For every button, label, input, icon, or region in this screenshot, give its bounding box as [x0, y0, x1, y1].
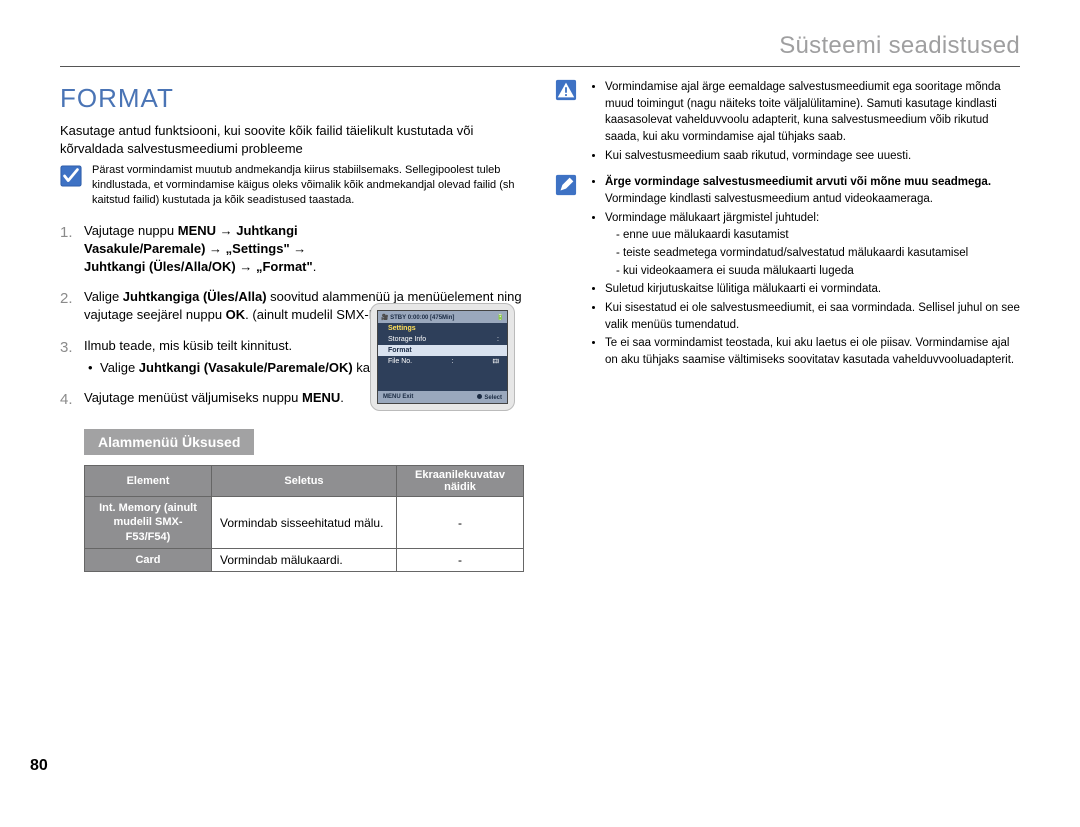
section-title: FORMAT [60, 83, 525, 114]
row2-desc: Vormindab mälukaardi. [212, 549, 397, 572]
pencil-bold-text: Ärge vormindage salvestusmeediumit arvut… [605, 176, 991, 188]
lcd-top: STBY 0:00:00 [475Min] [390, 315, 454, 321]
step1-pre: Vajutage nuppu [84, 223, 178, 238]
row2-ind: - [397, 549, 524, 572]
section-intro: Kasutage antud funktsiooni, kui soovite … [60, 122, 525, 157]
page-number: 80 [30, 757, 48, 775]
warning-icon [555, 79, 577, 101]
pencil-item2-1: Suletud kirjutuskaitse lülitiga mälukaar… [605, 281, 1020, 298]
row2-el: Card [85, 549, 212, 572]
th-element: Element [85, 466, 212, 497]
lcd-row-fileno: File No.: 🖽 [378, 356, 507, 367]
step3-a: Ilmub teade, mis küsib teilt kinnitust. [84, 338, 292, 353]
row1-desc: Vormindab sisseehitatud mälu. [212, 497, 397, 549]
check-icon [60, 165, 82, 187]
step1-format: „Format" [256, 259, 313, 274]
step4-b: MENU [302, 390, 340, 405]
lcd-bottom-left: MENU Exit [383, 394, 413, 400]
step2-a: Valige [84, 289, 123, 304]
pencil-list: Ärge vormindage salvestusmeediumit arvut… [587, 174, 1020, 368]
warn-item-1: Vormindamise ajal ärge eemaldage salvest… [605, 79, 1020, 146]
submenu-table: Element Seletus Ekraanilekuvatav näidik … [84, 465, 524, 572]
lcd-bottom-right: Select [484, 395, 502, 401]
warning-block: Vormindamise ajal ärge eemaldage salvest… [555, 77, 1020, 166]
th-seletus: Seletus [212, 466, 397, 497]
step3-sub-pre: Valige [100, 360, 139, 375]
row1-el: Int. Memory (ainult mudelil SMX-F53/F54) [85, 497, 212, 549]
step4-a: Vajutage menüüst väljumiseks nuppu [84, 390, 302, 405]
pencil-item-conditions: Vormindage mälukaart järgmistel juhtudel… [605, 210, 1020, 280]
pencil-item2-2: Kui sisestatud ei ole salvestusmeediumit… [605, 300, 1020, 333]
pencil-sublist: enne uue mälukaardi kasutamist teiste se… [605, 227, 1020, 279]
step4-c: . [340, 390, 344, 405]
pencil-cond-head: Vormindage mälukaart järgmistel juhtudel… [605, 212, 819, 224]
pencil-bold: Ärge vormindage salvestusmeediumit arvut… [605, 174, 1020, 207]
step2-d: OK [226, 307, 246, 322]
table-row: Card Vormindab mälukaardi. - [85, 549, 524, 572]
pencil-sub-3: kui videokaamera ei suuda mälukaarti lug… [623, 263, 1020, 280]
pencil-block: Ärge vormindage salvestusmeediumit arvut… [555, 172, 1020, 370]
page-category: Süsteemi seadistused [60, 32, 1020, 66]
header-rule [60, 66, 1020, 67]
right-column: Vormindamise ajal ärge eemaldage salvest… [555, 77, 1020, 572]
step-1: Vajutage nuppu MENU → Juhtkangi Vasakule… [60, 222, 525, 277]
lcd-head: Settings [378, 323, 507, 334]
row1-ind: - [397, 497, 524, 549]
warn-item-2: Kui salvestusmeedium saab rikutud, vormi… [605, 148, 1020, 165]
pencil-after: Vormindage kindlasti salvestusmeedium an… [605, 193, 933, 205]
pencil-sub-2: teiste seadmetega vormindatud/salvestatu… [623, 245, 1020, 262]
step1-joystick-udo: Juhtkangi (Üles/Alla/OK) [84, 259, 236, 274]
step1-settings: „Settings" [226, 241, 290, 256]
note-check-block: Pärast vormindamist muutub andmekandja k… [60, 163, 525, 208]
lcd-screenshot: 🎥 STBY 0:00:00 [475Min] 🔋 Settings Stora… [370, 303, 515, 411]
lcd-row-format: Format [378, 345, 507, 356]
warn-list: Vormindamise ajal ärge eemaldage salvest… [587, 79, 1020, 164]
submenu-banner: Alammenüü Üksused [84, 429, 254, 455]
lcd-row-storage: Storage Info: [378, 334, 507, 345]
table-row: Int. Memory (ainult mudelil SMX-F53/F54)… [85, 497, 524, 549]
note-check-text: Pärast vormindamist muutub andmekandja k… [92, 163, 525, 208]
pencil-sub-1: enne uue mälukaardi kasutamist [623, 227, 1020, 244]
pencil-item2-3: Te ei saa vormindamist teostada, kui aku… [605, 335, 1020, 368]
step3-sub-bold: Juhtkangi (Vasakule/Paremale/OK) [139, 360, 353, 375]
th-indicator: Ekraanilekuvatav näidik [397, 466, 524, 497]
step2-b: Juhtkangiga (Üles/Alla) [123, 289, 267, 304]
pencil-icon [555, 174, 577, 196]
step1-menu: MENU [178, 223, 216, 238]
